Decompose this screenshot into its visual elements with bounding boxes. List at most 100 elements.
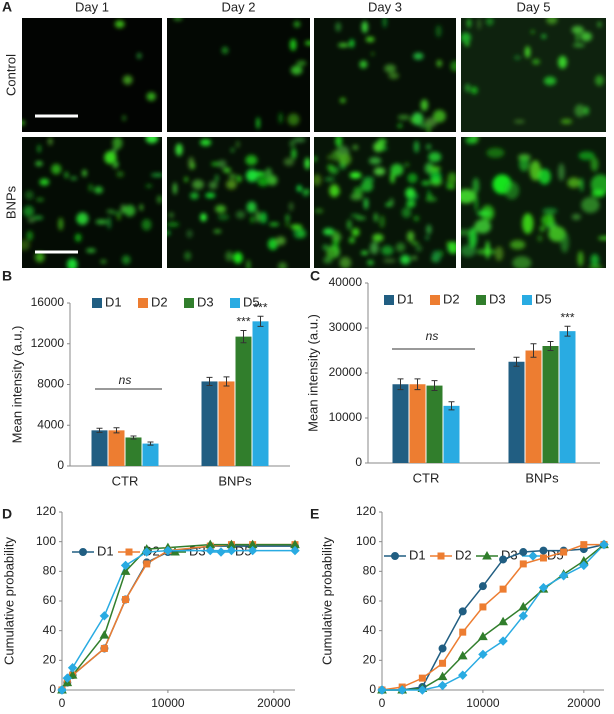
error-bar bbox=[414, 378, 421, 391]
cell-blob bbox=[223, 167, 232, 173]
cell-blob bbox=[510, 239, 526, 250]
cell-blob bbox=[213, 229, 222, 233]
legend-swatch bbox=[230, 298, 240, 308]
cell-blob bbox=[400, 254, 411, 265]
bar bbox=[525, 350, 542, 463]
cell-blob bbox=[446, 241, 451, 246]
y-tick-label: 0 bbox=[57, 458, 64, 472]
cell-blob bbox=[476, 248, 496, 255]
column-label: Day 1 bbox=[75, 0, 109, 14]
x-tick-label: BNPs bbox=[218, 473, 252, 488]
legend-swatch bbox=[184, 298, 194, 308]
cell-blob bbox=[464, 83, 471, 93]
legend-swatch bbox=[476, 295, 486, 305]
error-bar bbox=[397, 378, 404, 391]
x-tick-label: CTR bbox=[413, 470, 440, 485]
error-bar bbox=[513, 356, 520, 367]
cell-blob bbox=[369, 241, 379, 255]
cell-blob bbox=[304, 157, 310, 170]
legend-label: D2 bbox=[443, 291, 460, 306]
cell-blob bbox=[86, 248, 96, 253]
cell-blob bbox=[186, 229, 193, 238]
cell-blob bbox=[76, 216, 81, 223]
cell-blob bbox=[583, 106, 590, 116]
y-tick-label: 60 bbox=[363, 593, 377, 607]
y-tick-label: 100 bbox=[356, 534, 376, 548]
cell-blob bbox=[476, 210, 492, 217]
cell-blob bbox=[141, 218, 152, 231]
cell-blob bbox=[513, 55, 521, 60]
cell-blob bbox=[278, 262, 288, 268]
cell-blob bbox=[173, 182, 177, 195]
cell-blob bbox=[146, 92, 156, 101]
series-line bbox=[61, 545, 295, 691]
cell-blob bbox=[58, 217, 64, 231]
micrograph bbox=[167, 18, 310, 132]
cell-blob bbox=[421, 180, 431, 186]
cell-blob bbox=[575, 32, 580, 43]
cell-blob bbox=[66, 258, 78, 268]
cell-blob bbox=[114, 20, 125, 28]
cell-blob bbox=[323, 228, 335, 236]
cell-blob bbox=[381, 245, 394, 256]
bar bbox=[235, 336, 252, 466]
cell-blob bbox=[332, 189, 341, 195]
point bbox=[478, 649, 488, 660]
cell-blob bbox=[446, 185, 456, 190]
y-axis-title: Cumulative probability bbox=[1, 537, 16, 665]
column-label: Day 5 bbox=[517, 0, 551, 14]
point bbox=[247, 545, 258, 556]
micrograph-bg bbox=[22, 18, 162, 132]
cell-blob bbox=[504, 181, 520, 200]
cell-blob bbox=[296, 185, 302, 192]
cell-blob bbox=[331, 150, 341, 162]
cell-blob bbox=[560, 119, 573, 124]
y-tick-label: 0 bbox=[369, 682, 376, 696]
cell-blob bbox=[27, 218, 36, 223]
cell-blob bbox=[425, 235, 429, 240]
cell-blob bbox=[245, 169, 258, 182]
cell-blob bbox=[532, 59, 541, 65]
column-label: Day 3 bbox=[368, 0, 402, 14]
cell-blob bbox=[590, 174, 606, 195]
y-tick-label: 20 bbox=[43, 653, 57, 667]
cell-blob bbox=[405, 187, 416, 199]
cell-blob bbox=[217, 213, 230, 221]
panel-label: B bbox=[2, 268, 12, 284]
cell-blob bbox=[538, 168, 551, 185]
cell-blob bbox=[74, 233, 82, 242]
cell-blob bbox=[384, 64, 396, 73]
cell-blob bbox=[413, 52, 424, 60]
error-bar bbox=[431, 380, 438, 392]
cell-blob bbox=[363, 197, 369, 210]
point bbox=[67, 670, 78, 679]
series-line bbox=[382, 543, 605, 691]
x-tick-label: 10000 bbox=[151, 696, 185, 710]
cell-blob bbox=[595, 75, 604, 86]
cell-blob bbox=[359, 60, 368, 69]
panel-label: E bbox=[310, 506, 319, 522]
y-tick-label: 10000 bbox=[329, 410, 363, 424]
cell-blob bbox=[572, 43, 585, 48]
cell-blob bbox=[168, 212, 174, 218]
cell-blob bbox=[474, 219, 492, 234]
y-tick-label: 8000 bbox=[37, 377, 64, 391]
point bbox=[377, 685, 387, 695]
cell-blob bbox=[225, 251, 233, 262]
cell-blob bbox=[542, 208, 558, 214]
cell-blob bbox=[590, 157, 599, 172]
cell-blob bbox=[136, 52, 142, 59]
point bbox=[498, 616, 508, 626]
cell-blob bbox=[35, 161, 43, 167]
error-bar bbox=[240, 330, 247, 344]
cell-blob bbox=[236, 140, 240, 148]
cell-blob bbox=[374, 212, 378, 222]
cell-blob bbox=[365, 36, 375, 43]
error-bar bbox=[564, 325, 571, 337]
cell-blob bbox=[372, 233, 384, 242]
y-tick-label: 12000 bbox=[31, 336, 65, 350]
cell-blob bbox=[192, 179, 204, 190]
cell-blob bbox=[145, 137, 159, 144]
cell-blob bbox=[413, 215, 420, 222]
cell-blob bbox=[26, 230, 34, 241]
